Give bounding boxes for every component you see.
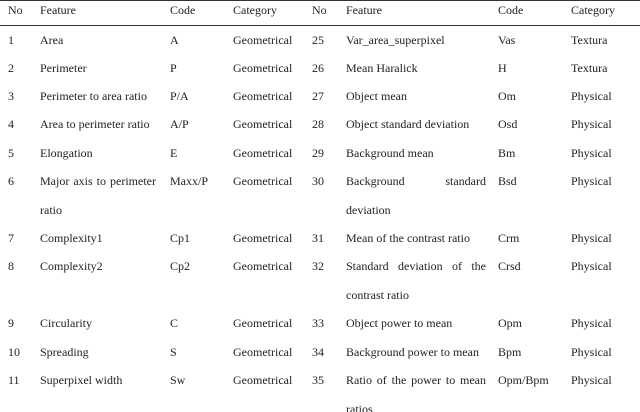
cell-no: 1 bbox=[8, 33, 14, 47]
cell-category: Physical bbox=[571, 174, 612, 188]
cell-no: 3 bbox=[8, 89, 14, 103]
cell-category: Geometrical bbox=[233, 89, 293, 103]
cell-no: 11 bbox=[8, 373, 20, 387]
cell-no: 27 bbox=[312, 89, 324, 103]
cell-feature: Background mean bbox=[346, 146, 434, 160]
cell-no: 32 bbox=[312, 259, 324, 273]
header-category: Category bbox=[571, 3, 615, 17]
cell-no: 9 bbox=[8, 316, 14, 330]
cell-code: Om bbox=[498, 89, 516, 103]
cell-feature: Background standard deviation bbox=[346, 174, 486, 217]
cell-category: Geometrical bbox=[233, 259, 293, 273]
cell-no: 34 bbox=[312, 345, 324, 359]
cell-feature: Perimeter to area ratio bbox=[40, 89, 147, 103]
cell-code: S bbox=[170, 345, 177, 359]
cell-code: Bm bbox=[498, 146, 516, 160]
cell-feature: Superpixel width bbox=[40, 373, 123, 387]
cell-feature: Circularity bbox=[40, 316, 92, 330]
cell-category: Geometrical bbox=[233, 61, 293, 75]
cell-code: Opm bbox=[498, 316, 522, 330]
cell-category: Physical bbox=[571, 89, 612, 103]
header-code: Code bbox=[170, 3, 196, 17]
cell-no: 10 bbox=[8, 345, 20, 359]
cell-feature: Var_area_superpixel bbox=[346, 33, 445, 47]
cell-no: 28 bbox=[312, 117, 324, 131]
cell-code: Maxx/P bbox=[170, 174, 209, 188]
cell-code: Cp2 bbox=[170, 259, 191, 273]
cell-category: Geometrical bbox=[233, 117, 293, 131]
cell-no: 33 bbox=[312, 316, 324, 330]
cell-feature: Area bbox=[40, 33, 64, 47]
cell-no: 4 bbox=[8, 117, 14, 131]
cell-code: H bbox=[498, 61, 507, 75]
cell-code: Opm/Bpm bbox=[498, 373, 549, 387]
header-feature: Feature bbox=[346, 3, 382, 17]
cell-category: Geometrical bbox=[233, 373, 293, 387]
cell-feature: Mean of the contrast ratio bbox=[346, 231, 470, 245]
cell-feature: Object power to mean bbox=[346, 316, 453, 330]
cell-code: P bbox=[170, 61, 177, 75]
cell-no: 30 bbox=[312, 174, 324, 188]
cell-category: Physical bbox=[571, 259, 612, 273]
cell-feature: Elongation bbox=[40, 146, 93, 160]
cell-category: Physical bbox=[571, 231, 612, 245]
cell-category: Geometrical bbox=[233, 345, 293, 359]
cell-code: A/P bbox=[170, 117, 189, 131]
cell-feature: Area to perimeter ratio bbox=[40, 117, 150, 131]
cell-feature: Spreading bbox=[40, 345, 89, 359]
header-code: Code bbox=[498, 3, 524, 17]
cell-code: C bbox=[170, 316, 179, 330]
cell-code: Vas bbox=[498, 33, 516, 47]
cell-no: 31 bbox=[312, 231, 324, 245]
cell-feature: Ratio of the power to mean ratios bbox=[346, 373, 486, 412]
cell-category: Physical bbox=[571, 146, 612, 160]
cell-category: Physical bbox=[571, 345, 612, 359]
cell-feature: Perimeter bbox=[40, 61, 87, 75]
cell-no: 7 bbox=[8, 231, 14, 245]
cell-category: Physical bbox=[571, 316, 612, 330]
cell-no: 2 bbox=[8, 61, 14, 75]
header-category: Category bbox=[233, 3, 277, 17]
cell-category: Geometrical bbox=[233, 174, 293, 188]
cell-code: Sw bbox=[170, 373, 186, 387]
header-no: No bbox=[312, 3, 327, 17]
cell-feature: Object mean bbox=[346, 89, 407, 103]
cell-code: Cp1 bbox=[170, 231, 191, 245]
cell-no: 29 bbox=[312, 146, 324, 160]
cell-category: Geometrical bbox=[233, 146, 293, 160]
cell-no: 35 bbox=[312, 373, 324, 387]
header-rule bbox=[0, 25, 640, 26]
cell-code: E bbox=[170, 146, 178, 160]
cell-feature: Complexity2 bbox=[40, 259, 103, 273]
cell-no: 25 bbox=[312, 33, 324, 47]
cell-no: 5 bbox=[8, 146, 14, 160]
cell-category: Physical bbox=[571, 117, 612, 131]
cell-code: P/A bbox=[170, 89, 189, 103]
cell-category: Geometrical bbox=[233, 231, 293, 245]
top-rule bbox=[0, 0, 640, 1]
cell-code: Bpm bbox=[498, 345, 522, 359]
cell-code: A bbox=[170, 33, 179, 47]
cell-category: Geometrical bbox=[233, 33, 293, 47]
cell-feature: Mean Haralick bbox=[346, 61, 418, 75]
cell-feature: Standard deviation of the contrast ratio bbox=[346, 259, 486, 302]
cell-category: Geometrical bbox=[233, 316, 293, 330]
cell-no: 26 bbox=[312, 61, 324, 75]
header-no: No bbox=[8, 3, 23, 17]
cell-feature: Background power to mean bbox=[346, 345, 479, 359]
cell-feature: Complexity1 bbox=[40, 231, 103, 245]
cell-code: Crm bbox=[498, 231, 520, 245]
cell-code: Bsd bbox=[498, 174, 517, 188]
cell-no: 6 bbox=[8, 174, 14, 188]
cell-category: Physical bbox=[571, 373, 612, 387]
cell-code: Osd bbox=[498, 117, 518, 131]
cell-code: Crsd bbox=[498, 259, 521, 273]
cell-no: 8 bbox=[8, 259, 14, 273]
cell-feature: Object standard deviation bbox=[346, 117, 470, 131]
header-feature: Feature bbox=[40, 3, 76, 17]
cell-category: Textura bbox=[571, 61, 608, 75]
cell-feature: Major axis to perimeter ratio bbox=[40, 174, 156, 217]
cell-category: Textura bbox=[571, 33, 608, 47]
